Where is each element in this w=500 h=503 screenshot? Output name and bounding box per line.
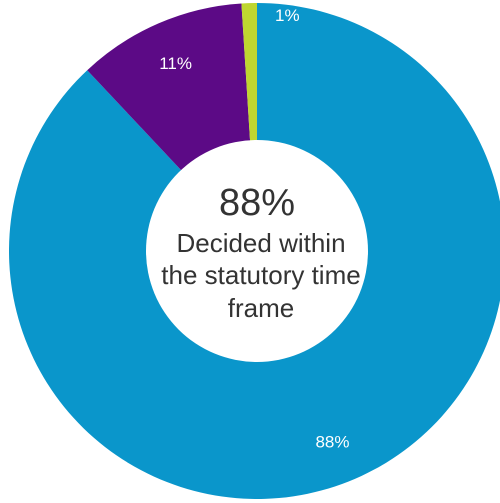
center-value: 88% xyxy=(219,182,295,224)
donut-hole xyxy=(146,140,368,362)
slice-labels: 88% 11% 1% xyxy=(159,6,349,452)
slice-label-third: 1% xyxy=(275,6,300,25)
center-text: 88% Decided within the statutory time fr… xyxy=(161,182,360,323)
center-line-1: Decided within xyxy=(176,228,345,258)
center-line-2: the statutory time xyxy=(161,260,360,290)
slice-label-second: 11% xyxy=(159,54,192,73)
center-line-3: frame xyxy=(228,293,294,323)
slice-label-within-time-frame: 88% xyxy=(315,433,349,452)
